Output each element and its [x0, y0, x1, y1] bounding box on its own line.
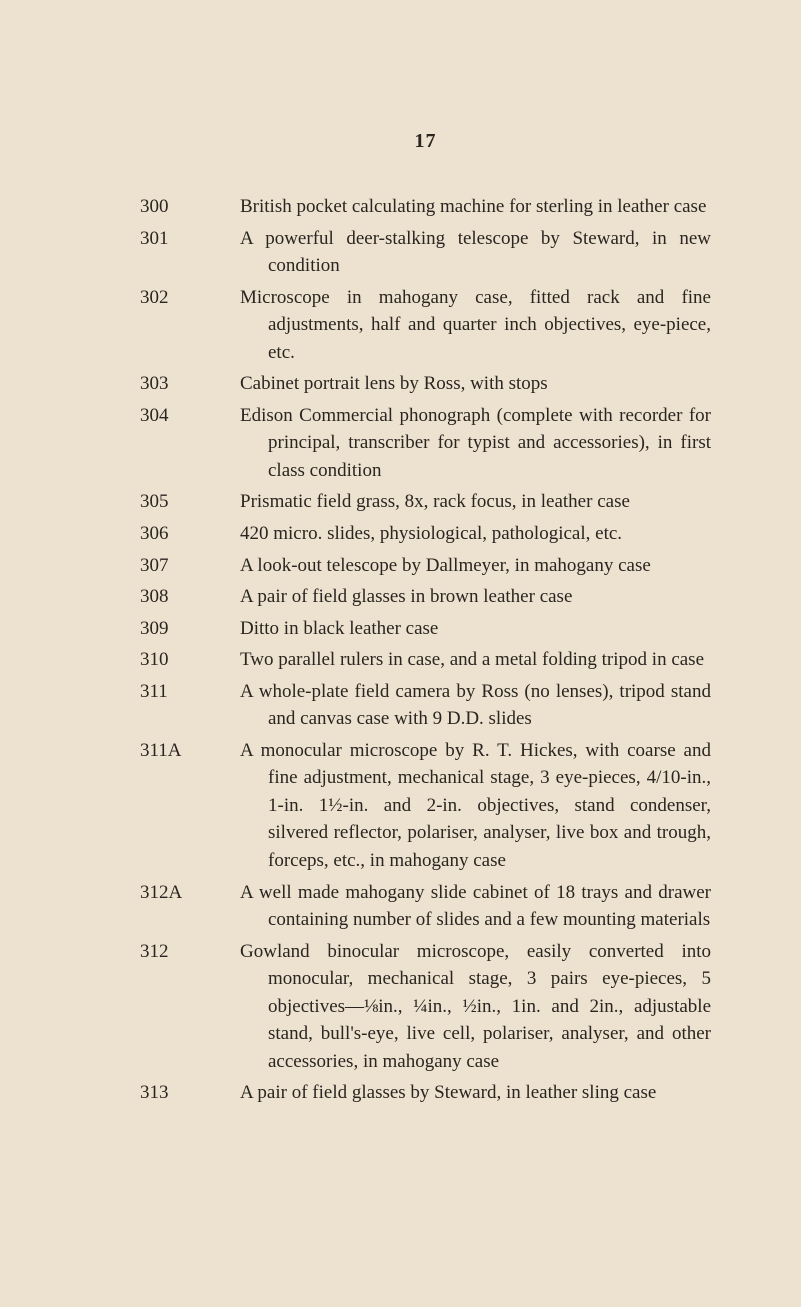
lot-description: 420 micro. slides, physiological, patho­…	[240, 520, 711, 548]
catalogue-entry: 302Microscope in mahogany case, fitted r…	[140, 284, 711, 367]
lot-number: 307	[140, 552, 240, 580]
lot-number: 311	[140, 678, 240, 706]
lot-description: A monocular microscope by R. T. Hickes, …	[240, 737, 711, 875]
page-number: 17	[140, 130, 711, 153]
lot-number: 300	[140, 193, 240, 221]
catalogue-entry: 311A whole-plate field camera by Ross (n…	[140, 678, 711, 733]
lot-description: A pair of field glasses by Steward, in l…	[240, 1079, 711, 1107]
catalogue-entry: 313A pair of field glasses by Steward, i…	[140, 1079, 711, 1107]
lot-number: 301	[140, 225, 240, 253]
lot-description: A well made mahogany slide cabinet of 18…	[240, 879, 711, 934]
lot-number: 303	[140, 370, 240, 398]
lot-number: 305	[140, 488, 240, 516]
lot-description: Gowland binocular microscope, easily con…	[240, 938, 711, 1076]
lot-number: 308	[140, 583, 240, 611]
catalogue-entry: 300British pocket calculating machine fo…	[140, 193, 711, 221]
lot-description: Prismatic field grass, 8x, rack focus, i…	[240, 488, 711, 516]
lot-number: 309	[140, 615, 240, 643]
lot-description: A pair of field glasses in brown leather…	[240, 583, 711, 611]
lot-description: A powerful deer-stalking telescope by St…	[240, 225, 711, 280]
lot-description: Edison Commercial phonograph (complete w…	[240, 402, 711, 485]
lot-description: A look-out telescope by Dallmeyer, in ma…	[240, 552, 711, 580]
catalogue-entry: 312Gowland binocular microscope, easily …	[140, 938, 711, 1076]
catalogue-entry: 308A pair of field glasses in brown leat…	[140, 583, 711, 611]
lot-number: 313	[140, 1079, 240, 1107]
catalogue-entry: 307A look-out telescope by Dallmeyer, in…	[140, 552, 711, 580]
lot-number: 306	[140, 520, 240, 548]
catalogue-entry: 306420 micro. slides, physiological, pat…	[140, 520, 711, 548]
catalogue-entry: 312AA well made mahogany slide cabinet o…	[140, 879, 711, 934]
lot-number: 304	[140, 402, 240, 430]
lot-number: 311A	[140, 737, 240, 765]
catalogue-entry: 304Edison Commercial phonograph (complet…	[140, 402, 711, 485]
lot-description: A whole-plate field camera by Ross (no l…	[240, 678, 711, 733]
lot-number: 312	[140, 938, 240, 966]
lot-description: Microscope in mahogany case, fitted rack…	[240, 284, 711, 367]
page-container: 17 300British pocket calculating machine…	[0, 0, 801, 1171]
lot-description: British pocket calculating machine for s…	[240, 193, 711, 221]
catalogue-entry: 311AA monocular microscope by R. T. Hick…	[140, 737, 711, 875]
lot-description: Ditto in black leather case	[240, 615, 711, 643]
catalogue-entries: 300British pocket calculating machine fo…	[140, 193, 711, 1107]
catalogue-entry: 301A powerful deer-stalking telescope by…	[140, 225, 711, 280]
lot-number: 310	[140, 646, 240, 674]
catalogue-entry: 310Two parallel rulers in case, and a me…	[140, 646, 711, 674]
catalogue-entry: 309Ditto in black leather case	[140, 615, 711, 643]
catalogue-entry: 305Prismatic field grass, 8x, rack focus…	[140, 488, 711, 516]
lot-number: 302	[140, 284, 240, 312]
lot-description: Cabinet portrait lens by Ross, with stop…	[240, 370, 711, 398]
lot-description: Two parallel rulers in case, and a metal…	[240, 646, 711, 674]
lot-number: 312A	[140, 879, 240, 907]
catalogue-entry: 303Cabinet portrait lens by Ross, with s…	[140, 370, 711, 398]
